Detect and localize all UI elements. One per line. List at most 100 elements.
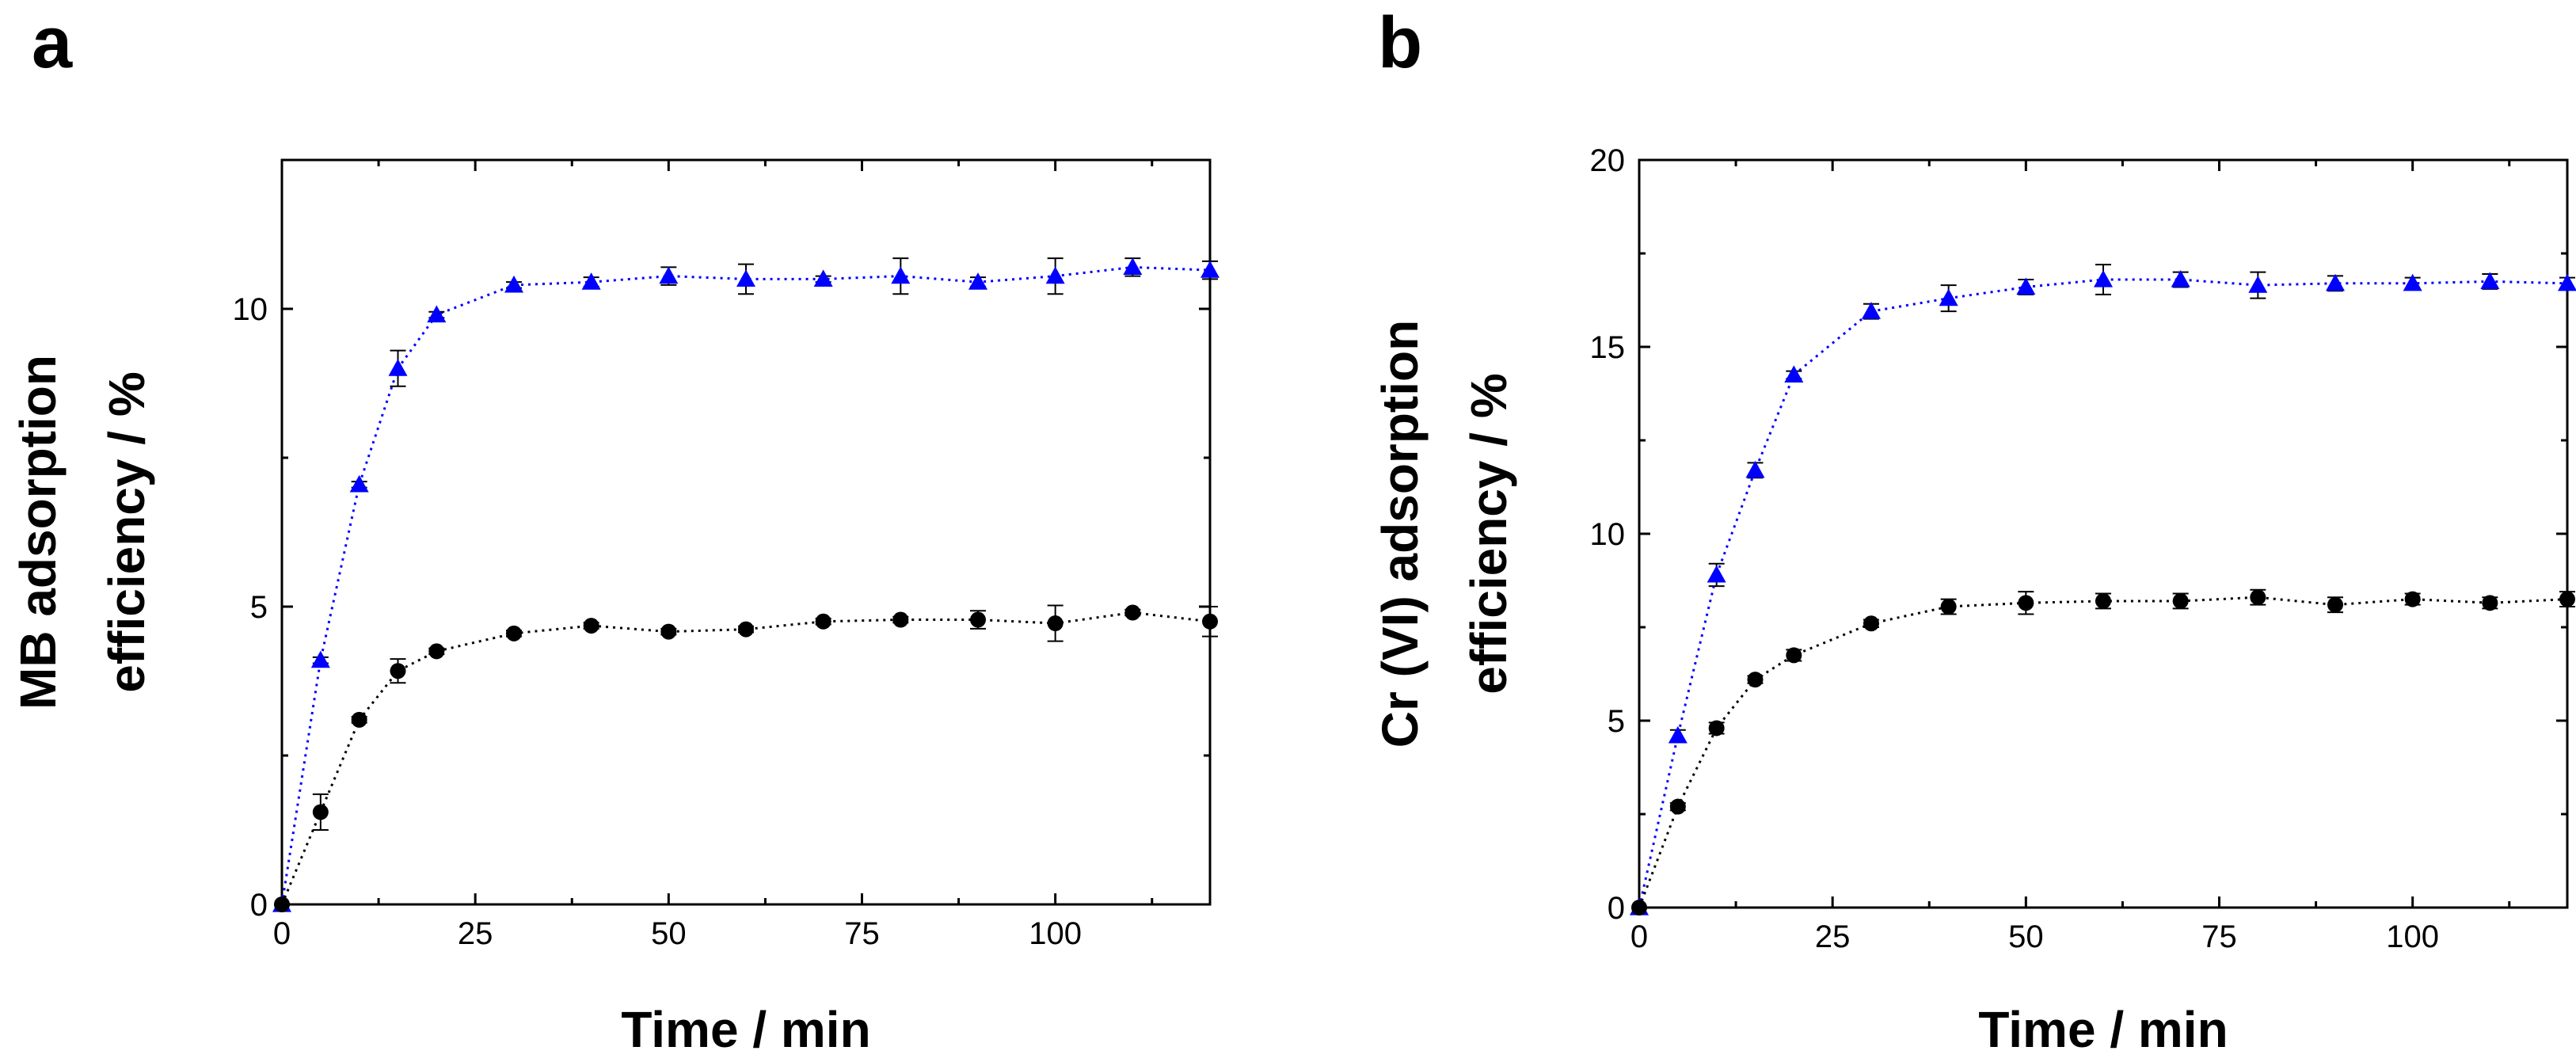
series-triangles	[1630, 264, 2576, 915]
panel-a: a 0 25 50 75 100 0 5 10 Time / min MB adsorptio…	[10, 2, 1220, 1058]
y-axis-title-a-line1: MB adsorption	[10, 355, 67, 710]
x-tick-label: 50	[651, 916, 687, 951]
data-point-triangle	[1668, 725, 1688, 744]
series-line-circles	[1638, 596, 2568, 908]
data-point-circle	[1047, 615, 1064, 632]
x-tick-label: 75	[844, 916, 880, 951]
data-point-triangle	[2403, 273, 2422, 291]
panel-label-a: a	[32, 2, 73, 83]
tick-labels-a: 0 25 50 75 100 0 5 10	[233, 292, 1083, 951]
x-tick-label: 25	[458, 916, 493, 951]
y-tick-label: 15	[1590, 330, 1626, 365]
data-point-circle	[1708, 720, 1725, 737]
series-circles	[274, 604, 1218, 912]
y-axis-title-a: MB adsorption efficiency / %	[10, 355, 155, 710]
data-point-triangle	[349, 474, 369, 493]
y-axis-title-a-line2: efficiency / %	[98, 371, 155, 693]
data-point-triangle	[1707, 565, 1726, 583]
data-point-circle	[2018, 595, 2034, 611]
panel-label-b: b	[1378, 2, 1422, 83]
data-point-triangle	[2558, 273, 2576, 291]
data-point-circle	[506, 625, 522, 641]
data-point-circle	[1786, 647, 1802, 664]
data-point-triangle	[1862, 302, 1881, 319]
data-point-circle	[2482, 595, 2498, 611]
data-point-circle	[1669, 798, 1686, 815]
data-point-circle	[2327, 596, 2343, 613]
series-circles	[1631, 588, 2575, 915]
data-point-circle	[1940, 599, 1957, 615]
data-point-triangle	[2248, 276, 2268, 293]
data-point-triangle	[813, 269, 833, 287]
y-tick-label: 0	[250, 888, 268, 923]
data-point-circle	[428, 643, 445, 660]
data-point-circle	[738, 621, 754, 638]
data-point-circle	[892, 611, 909, 628]
data-point-triangle	[1123, 257, 1143, 275]
data-point-circle	[815, 613, 831, 630]
data-point-circle	[390, 663, 406, 679]
data-point-circle	[2095, 592, 2111, 609]
data-point-circle	[1747, 672, 1764, 688]
data-point-triangle	[310, 650, 330, 668]
data-point-triangle	[2326, 273, 2345, 291]
data-point-circle	[583, 618, 599, 634]
x-tick-label: 50	[2008, 919, 2044, 954]
series-line-triangles	[280, 265, 1211, 905]
x-axis-title-b: Time / min	[1978, 1001, 2228, 1058]
data-point-circle	[312, 804, 329, 820]
data-point-triangle	[504, 275, 523, 293]
series-triangles	[272, 257, 1220, 912]
data-point-circle	[1202, 613, 1218, 630]
data-point-triangle	[581, 272, 601, 290]
series-layer-a	[272, 257, 1220, 912]
data-point-triangle	[1045, 266, 1065, 284]
y-axis-title-b-line2: efficiency / %	[1460, 373, 1517, 695]
data-point-triangle	[427, 305, 447, 323]
y-tick-label: 5	[250, 590, 268, 625]
data-point-triangle	[1745, 460, 1765, 478]
x-tick-label: 100	[1029, 916, 1082, 951]
x-tick-label: 0	[1630, 919, 1648, 954]
ticks-a	[280, 160, 1210, 906]
data-point-triangle	[1784, 365, 1804, 383]
series-line-circles	[280, 611, 1211, 905]
x-axis-title-a: Time / min	[621, 1001, 870, 1058]
data-point-triangle	[659, 266, 679, 284]
data-point-triangle	[1200, 261, 1220, 278]
data-point-circle	[2559, 591, 2575, 607]
data-point-circle	[2172, 592, 2189, 609]
y-tick-label: 0	[1608, 891, 1625, 926]
data-point-circle	[274, 896, 290, 912]
data-point-triangle	[2480, 272, 2500, 289]
data-point-triangle	[736, 269, 755, 287]
data-point-triangle	[968, 272, 987, 290]
y-tick-label: 10	[1590, 517, 1626, 552]
y-tick-label: 5	[1608, 704, 1625, 739]
panel-b: b 0 25 50 75 100 0 5 10 15 20 Time / min Cr (VI) …	[1372, 2, 2576, 1058]
x-tick-label: 75	[2201, 919, 2237, 954]
data-point-triangle	[1939, 288, 1958, 306]
data-point-circle	[2250, 589, 2266, 606]
x-tick-label: 100	[2386, 919, 2439, 954]
data-point-triangle	[891, 266, 911, 284]
data-point-circle	[1863, 615, 1879, 632]
data-point-circle	[660, 623, 677, 640]
data-point-circle	[970, 611, 986, 628]
data-point-circle	[1631, 900, 1647, 915]
tick-labels-b: 0 25 50 75 100 0 5 10 15 20	[1590, 143, 2440, 954]
x-tick-label: 25	[1815, 919, 1851, 954]
x-tick-label: 0	[273, 916, 291, 951]
data-point-circle	[2404, 591, 2421, 607]
plot-frame-a	[280, 158, 1212, 906]
y-axis-title-b-line1: Cr (VI) adsorption	[1372, 320, 1429, 748]
y-tick-label: 20	[1590, 143, 1626, 178]
data-point-triangle	[2171, 270, 2190, 287]
y-axis-title-b: Cr (VI) adsorption efficiency / %	[1372, 320, 1517, 748]
ticks-b	[1638, 158, 2567, 909]
data-point-circle	[351, 711, 367, 728]
series-layer-b	[1630, 264, 2576, 915]
data-point-circle	[1124, 604, 1141, 621]
y-tick-label: 10	[233, 292, 268, 327]
